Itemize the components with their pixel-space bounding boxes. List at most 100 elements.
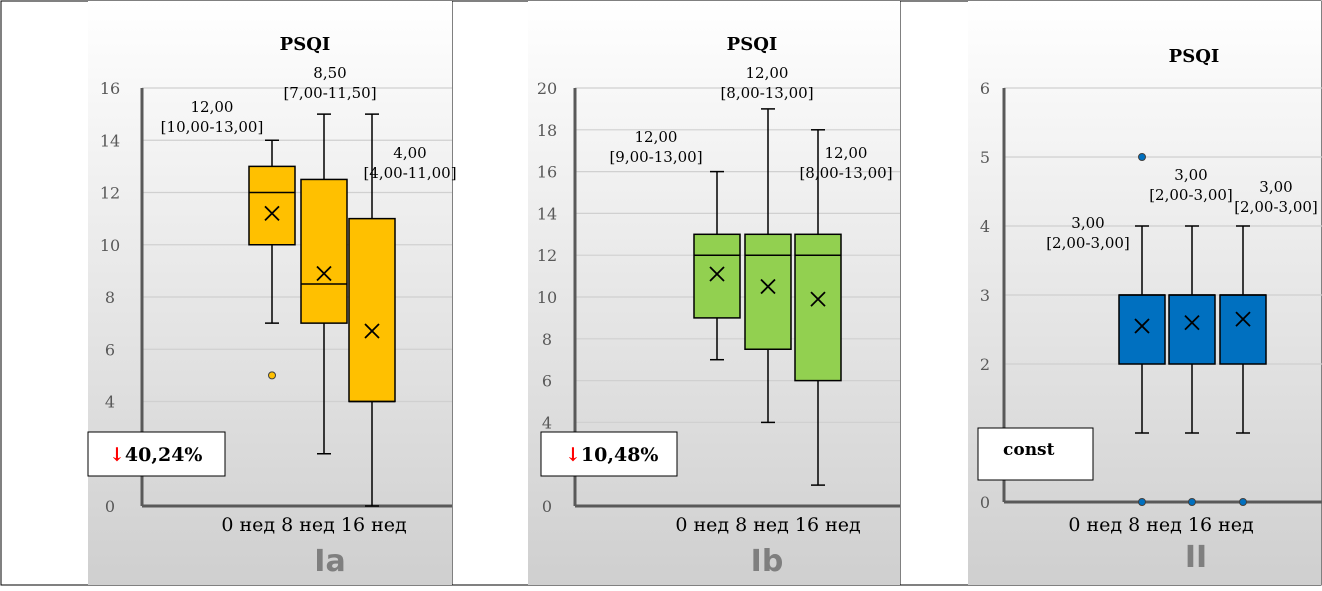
box-iqr — [248, 165, 296, 246]
y-tick-label: 6 — [105, 340, 115, 359]
box-iqr — [744, 233, 792, 350]
y-tick-label: 4 — [980, 217, 990, 236]
box-label-iqr: [2,00-3,00] — [1046, 234, 1130, 252]
box-16-нед — [794, 129, 842, 486]
box-iqr — [794, 233, 842, 382]
chart-title: PSQI — [1169, 46, 1220, 67]
chart-title: PSQI — [280, 34, 331, 55]
change-badge-box — [540, 431, 678, 477]
y-tick-label: 12 — [537, 246, 557, 265]
mean-marker — [810, 291, 826, 307]
change-badge: ↓40,24% — [87, 431, 226, 477]
y-tick-label: 4 — [542, 413, 552, 432]
box-iqr — [1118, 294, 1166, 365]
change-value: 10,48% — [581, 444, 659, 466]
change-badge-box — [87, 431, 226, 477]
box-16-нед — [348, 113, 396, 507]
box-iqr — [1219, 294, 1267, 365]
box-label-median: 12,00 — [825, 144, 868, 162]
box-annotations: 3,00 [2,00-3,00] 3,00 [2,00-3,00] 3,00 [2,00-… — [1046, 166, 1318, 252]
change-arrow: ↓ — [109, 444, 125, 466]
box-label-median: 3,00 — [1174, 166, 1207, 184]
box-iqr — [348, 217, 396, 403]
y-tick-labels: 0 4 6 8 10 12 14 16 — [100, 79, 120, 516]
box-8-нед — [744, 108, 792, 424]
y-tick-label: 8 — [542, 330, 552, 349]
y-tick-label: 0 — [980, 493, 990, 512]
y-tick-label: 14 — [100, 131, 120, 150]
group-label: Ia — [314, 544, 345, 579]
change-arrow: ↓ — [565, 444, 581, 466]
y-tick-label: 6 — [542, 372, 552, 391]
change-badge-box — [977, 427, 1094, 481]
y-tick-label: 5 — [980, 148, 990, 167]
mean-marker — [316, 265, 332, 282]
group-label: Ib — [751, 544, 784, 579]
y-tick-label: 2 — [980, 355, 990, 374]
y-tick-labels: 0 4 6 8 10 12 14 16 18 20 — [537, 79, 557, 516]
boxes — [248, 113, 396, 507]
change-value: const — [1003, 440, 1055, 460]
y-tick-label: 10 — [537, 288, 557, 307]
y-tick-label: 10 — [100, 236, 120, 255]
y-tick-label: 0 — [542, 497, 552, 516]
box-label-iqr: [9,00-13,00] — [609, 148, 702, 166]
y-tick-label: 6 — [980, 79, 990, 98]
outlier-point — [1138, 498, 1146, 506]
box-8-нед — [1168, 225, 1216, 506]
y-tick-labels: 0 2 3 4 5 6 — [980, 79, 990, 512]
box-label-iqr: [10,00-13,00] — [161, 118, 264, 136]
y-tick-label: 16 — [537, 163, 557, 182]
x-tick-labels: 0 нед 8 нед 16 нед — [675, 514, 860, 536]
mean-marker — [1134, 318, 1150, 334]
box-label-median: 12,00 — [746, 64, 789, 82]
outlier-point — [1188, 498, 1196, 506]
box-0-нед — [248, 139, 296, 380]
x-tick-labels: 0 нед 8 нед 16 нед — [221, 514, 406, 536]
change-badge: const — [977, 427, 1094, 481]
y-tick-label: 3 — [980, 286, 990, 305]
outlier-point — [268, 371, 276, 380]
boxes — [693, 108, 842, 486]
box-0-нед — [693, 170, 741, 361]
box-label-median: 3,00 — [1259, 178, 1292, 196]
mean-marker — [1235, 311, 1251, 327]
box-label-median: 3,00 — [1071, 214, 1104, 232]
x-tick-labels: 0 нед 8 нед 16 нед — [1068, 514, 1253, 536]
box-iqr — [693, 233, 741, 319]
mean-marker — [364, 323, 380, 339]
outlier-point — [1138, 153, 1146, 161]
box-iqr — [1168, 294, 1216, 365]
box-8-нед — [300, 113, 348, 455]
y-tick-label: 8 — [105, 288, 115, 307]
group-label: II — [1185, 540, 1207, 575]
box-label-median: 12,00 — [635, 128, 678, 146]
y-tick-label: 0 — [105, 497, 115, 516]
y-tick-label: 14 — [537, 204, 557, 223]
mean-marker — [709, 266, 725, 282]
mean-marker — [1184, 314, 1200, 331]
chart-background — [968, 1, 1321, 585]
outlier-point — [1239, 498, 1247, 506]
mean-marker — [760, 278, 776, 295]
y-tick-label: 12 — [100, 184, 120, 203]
mean-marker — [264, 205, 280, 222]
gridlines — [142, 87, 452, 403]
chart-panel-ia: 0 4 6 8 10 12 14 16 12,00 [10,00-13,00] 8,50 [7,00… — [87, 1, 457, 585]
box-label-median: 12,00 — [191, 98, 234, 116]
change-badge: ↓10,48% — [540, 431, 678, 477]
box-label-iqr: [4,00-11,00] — [363, 164, 456, 182]
box-label-iqr: [2,00-3,00] — [1149, 186, 1233, 204]
box-label-median: 8,50 — [313, 64, 346, 82]
y-tick-label: 4 — [105, 393, 115, 412]
boxes — [1118, 153, 1267, 506]
box-label-iqr: [2,00-3,00] — [1234, 198, 1318, 216]
box-label-iqr: [8,00-13,00] — [799, 164, 892, 182]
change-value: 40,24% — [125, 444, 203, 466]
box-label-median: 4,00 — [393, 144, 426, 162]
box-16-нед — [1219, 225, 1267, 506]
y-tick-label: 18 — [537, 121, 557, 140]
box-label-iqr: [8,00-13,00] — [720, 84, 813, 102]
